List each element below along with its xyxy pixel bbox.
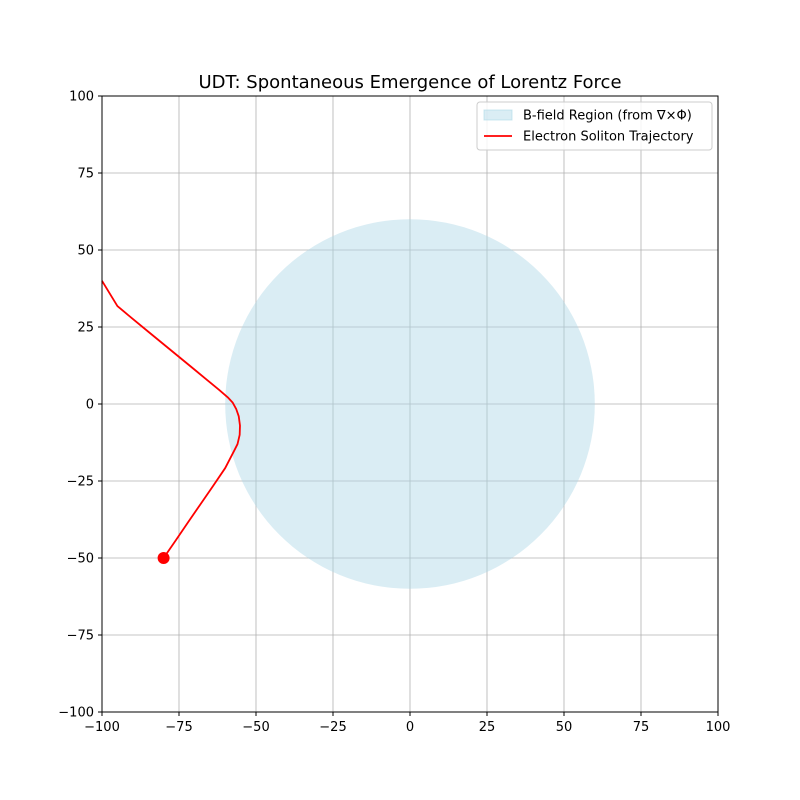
x-tick-label: −100 <box>84 720 120 735</box>
electron-trajectory-line <box>101 280 241 559</box>
trajectory-start-point <box>157 552 170 564</box>
x-tick-label: 0 <box>406 720 414 735</box>
x-tick-label: 25 <box>479 720 496 735</box>
b-field-region <box>225 219 595 589</box>
x-tick-label: −25 <box>319 720 346 735</box>
x-tick-label: −75 <box>165 720 192 735</box>
legend-box <box>476 101 713 151</box>
x-tick-label: 50 <box>556 720 573 735</box>
x-tick-label: 100 <box>706 720 731 735</box>
y-tick-label: −50 <box>67 552 94 567</box>
legend-swatch-b-field <box>483 109 513 121</box>
legend-label: Electron Soliton Trajectory <box>523 130 694 145</box>
x-tick-label: −50 <box>242 720 269 735</box>
legend-label: B-field Region (from ∇×Φ) <box>523 109 692 124</box>
y-tick-label: 0 <box>86 398 94 413</box>
y-tick-label: −75 <box>67 629 94 644</box>
chart-title: UDT: Spontaneous Emergence of Lorentz Fo… <box>198 72 621 93</box>
y-tick-label: 100 <box>69 90 94 105</box>
y-tick-label: −25 <box>67 475 94 490</box>
x-tick-label: 75 <box>633 720 650 735</box>
y-tick-label: 25 <box>77 321 94 336</box>
y-tick-label: −100 <box>58 706 94 721</box>
y-tick-label: 50 <box>77 244 94 259</box>
y-tick-label: 75 <box>77 167 94 182</box>
